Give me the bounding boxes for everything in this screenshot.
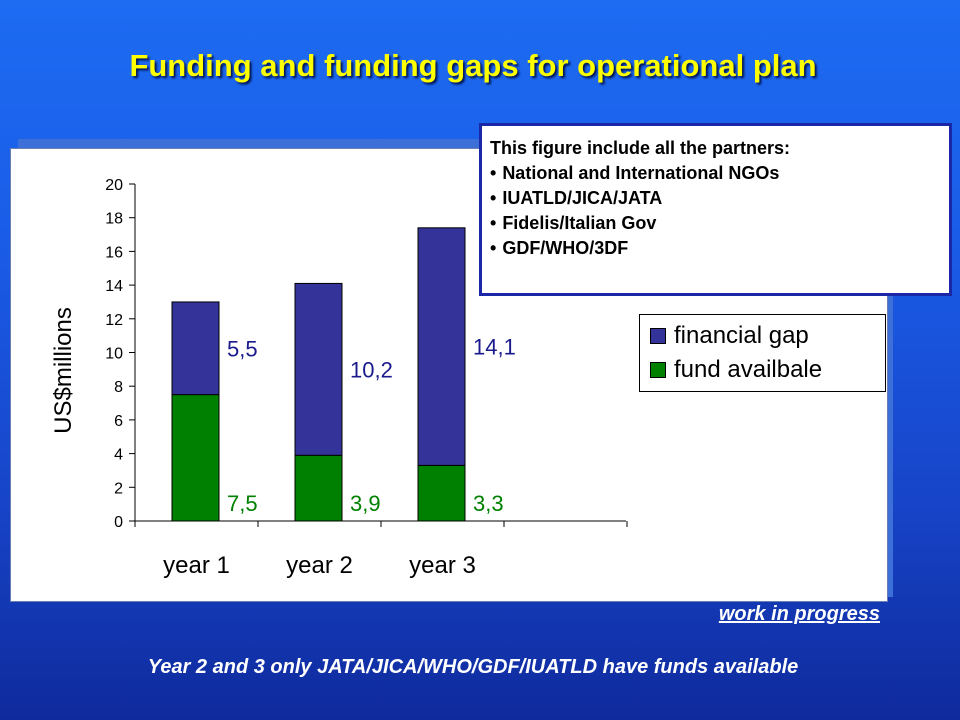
legend-label-fund-available: fund availbale — [674, 356, 823, 383]
data-label-financial-gap: 5,5 — [227, 336, 258, 361]
data-label-fund-available: 3,3 — [473, 491, 504, 516]
y-tick-label: 20 — [105, 177, 123, 194]
partners-list-item: GDF/WHO/3DF — [490, 236, 941, 261]
data-label-fund-available: 3,9 — [350, 491, 381, 516]
data-label-fund-available: 7,5 — [227, 491, 258, 516]
work-in-progress-note: work in progress — [718, 603, 880, 625]
bar-fund-available — [294, 454, 343, 522]
partners-list-item: National and International NGOs — [490, 161, 941, 186]
partners-note-box: This figure include all the partners: Na… — [479, 123, 952, 296]
data-label-financial-gap: 10,2 — [350, 357, 393, 382]
bar-financial-gap — [171, 301, 220, 396]
bar-fund-available — [417, 464, 466, 522]
y-tick-label: 4 — [114, 447, 123, 464]
legend-swatch-financial-gap — [650, 328, 666, 344]
footer-note: Year 2 and 3 only JATA/JICA/WHO/GDF/IUAT… — [147, 656, 799, 678]
y-tick-label: 2 — [114, 480, 123, 497]
partners-list-item: Fidelis/Italian Gov — [490, 211, 941, 236]
y-tick-label: 8 — [114, 379, 123, 396]
y-tick-label: 0 — [114, 514, 123, 531]
y-tick-label: 6 — [114, 413, 123, 430]
legend-label-financial-gap: financial gap — [674, 322, 809, 349]
y-tick-label: 12 — [105, 312, 123, 329]
legend-item-financial-gap: financial gap — [650, 321, 809, 351]
x-tick-label: year 1 — [163, 552, 230, 579]
data-label-financial-gap: 14,1 — [473, 335, 516, 360]
bar-financial-gap — [294, 282, 343, 456]
x-tick-label: year 3 — [409, 552, 476, 579]
bar-financial-gap — [417, 227, 466, 466]
stacked-bar-chart: 0 2 4 6 8 10 12 14 16 18 20 US$millions 7,5 5,5 year 1… — [50, 177, 628, 579]
partners-list-item: IUATLD/JICA/JATA — [490, 186, 941, 211]
partners-list: National and International NGOs IUATLD/J… — [490, 161, 941, 261]
y-axis-label: US$millions — [50, 307, 77, 434]
legend-swatch-fund-available — [650, 362, 666, 378]
legend-item-fund-available: fund availbale — [650, 355, 822, 385]
bar-fund-available — [171, 394, 220, 522]
slide-title: Funding and funding gaps for operational… — [129, 48, 817, 83]
partners-note-title: This figure include all the partners: — [490, 138, 791, 158]
y-tick-label: 16 — [105, 244, 123, 261]
y-tick-label: 18 — [105, 211, 123, 228]
chart-legend: financial gap fund availbale — [639, 314, 886, 392]
x-tick-label: year 2 — [286, 552, 353, 579]
y-tick-label: 10 — [105, 346, 123, 363]
y-tick-label: 14 — [105, 278, 123, 295]
